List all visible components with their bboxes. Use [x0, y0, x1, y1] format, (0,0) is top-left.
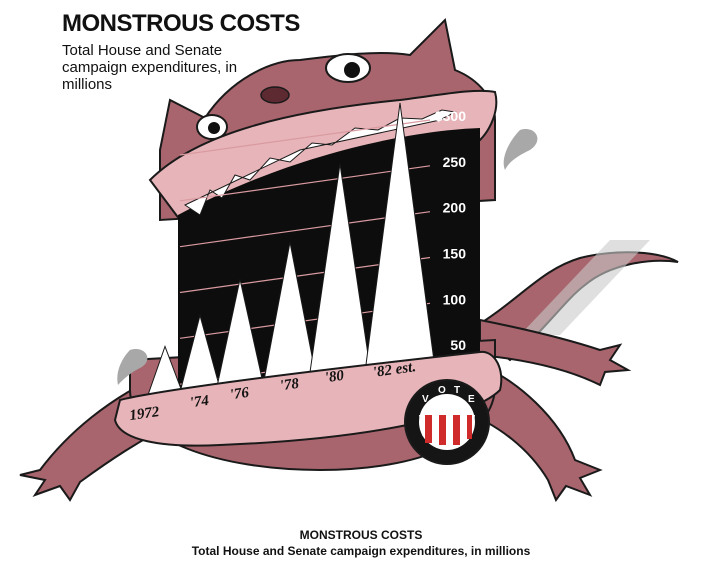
x-category-label: '82 est.: [372, 359, 417, 381]
vote-letter: O: [438, 385, 446, 396]
x-category-label: '74: [189, 393, 211, 412]
x-category-label: '76: [229, 385, 251, 404]
expenditure-chart: 50 100 150 200 250 $300: [144, 102, 467, 405]
gridline: [179, 119, 431, 156]
monster-right-arm: [479, 318, 632, 387]
right-pupil: [344, 62, 360, 78]
dollar-drip-right: [503, 129, 538, 170]
left-pupil: [208, 122, 220, 134]
vote-letter: V: [422, 394, 429, 405]
gridline: [179, 165, 431, 202]
tail-shadow: [520, 240, 650, 335]
y-tick-label: 150: [443, 246, 467, 262]
vote-letter: T: [454, 385, 460, 396]
vote-badge: V O T E: [404, 379, 490, 465]
y-tick-label: 100: [443, 291, 467, 307]
caption-subtitle: Total House and Senate campaign expendit…: [191, 544, 531, 558]
y-tick-label: $300: [435, 108, 466, 124]
y-tick-label: 200: [443, 200, 467, 216]
y-tick-label: 250: [443, 154, 467, 170]
chart-subtitle: Total House and Senate campaign expendit…: [62, 42, 238, 93]
caption-title: MONSTROUS COSTS: [299, 528, 423, 542]
x-category-label: '80: [324, 368, 346, 387]
dollar-drip-left: [117, 349, 148, 385]
vote-letter: E: [468, 394, 475, 405]
x-category-label: 1972: [128, 404, 160, 424]
chart-title: MONSTROUS COSTS: [62, 10, 300, 37]
x-category-label: '78: [279, 376, 301, 395]
monster-nose: [260, 86, 290, 104]
y-tick-label: 50: [450, 337, 466, 353]
